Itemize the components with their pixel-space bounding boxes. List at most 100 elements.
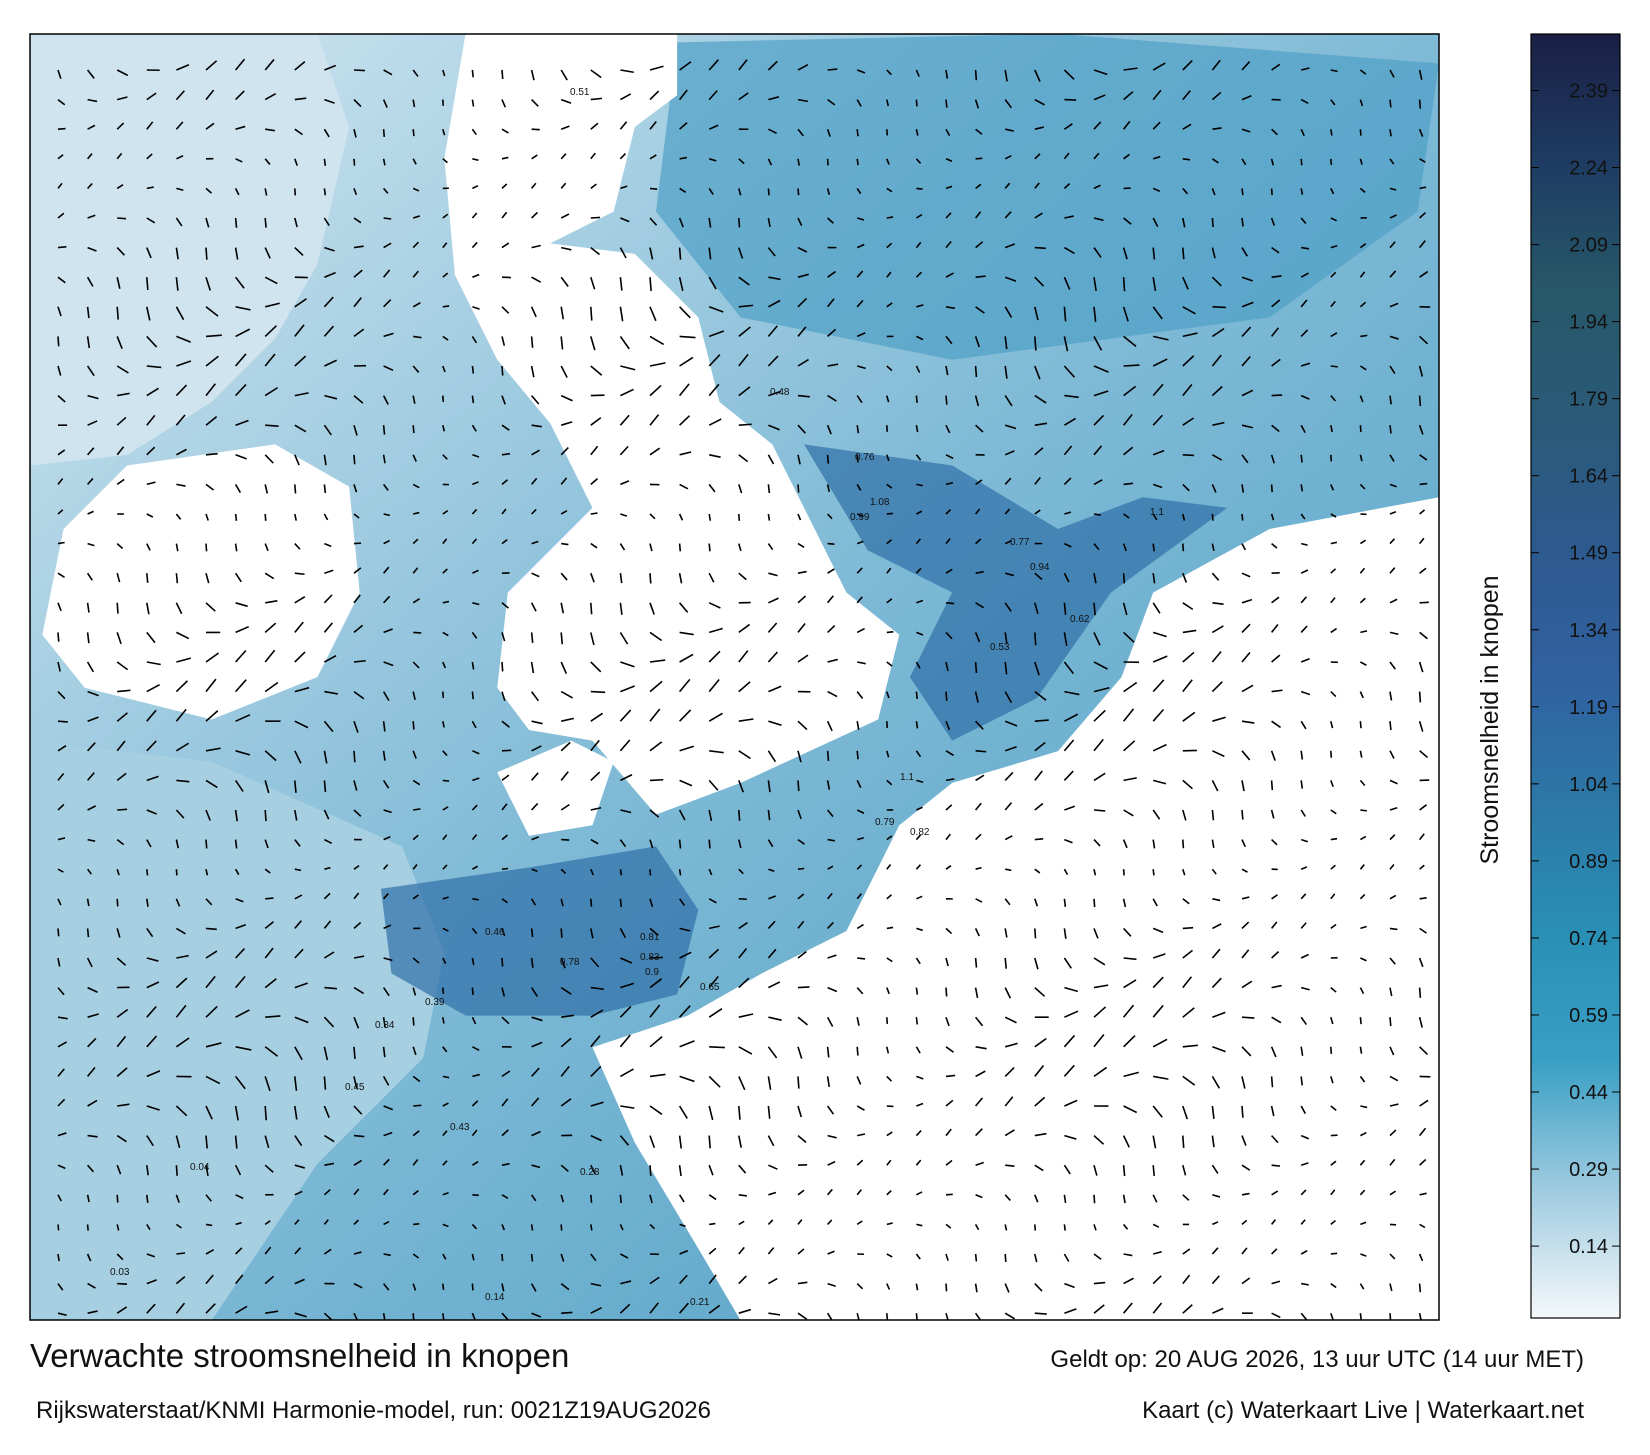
current-arrow <box>413 425 414 433</box>
colorbar-scale <box>1531 34 1620 1318</box>
current-arrow <box>413 1017 414 1025</box>
current-arrow <box>739 810 740 821</box>
current-arrow <box>1183 544 1184 552</box>
current-arrow <box>206 248 207 260</box>
current-arrow <box>976 662 977 673</box>
current-label: 0.79 <box>875 817 895 828</box>
current-arrow <box>532 632 533 642</box>
current-arrow <box>1420 602 1429 603</box>
current-arrow <box>532 1254 533 1262</box>
current-arrow <box>1124 365 1140 366</box>
current-arrow <box>1094 1195 1095 1203</box>
current-arrow <box>709 840 710 849</box>
colorbar-tick-label: 0.74 <box>1569 928 1608 950</box>
current-arrow <box>147 1195 148 1203</box>
current-arrow <box>680 336 696 337</box>
current-arrow <box>472 899 478 900</box>
current-label: 0.14 <box>485 1292 505 1303</box>
current-arrow <box>472 1195 478 1196</box>
current-arrow <box>1301 484 1302 491</box>
current-arrow <box>472 396 473 403</box>
current-arrow <box>1242 1017 1254 1018</box>
current-arrow <box>946 396 947 405</box>
current-arrow <box>354 159 355 166</box>
current-arrow <box>206 928 217 929</box>
current-arrow <box>1153 869 1154 875</box>
current-arrow <box>413 129 414 136</box>
current-arrow <box>946 988 947 997</box>
current-arrow <box>620 1195 621 1203</box>
current-arrow <box>58 543 65 544</box>
current-arrow <box>1035 1313 1047 1314</box>
current-arrow <box>976 70 977 80</box>
colorbar-label: Stroomsnelheid in knopen <box>1476 575 1504 864</box>
current-arrow <box>147 277 148 290</box>
current-label: 0.78 <box>560 957 580 968</box>
current-arrow <box>857 1047 858 1056</box>
current-arrow <box>1094 603 1095 615</box>
current-arrow <box>828 1047 829 1058</box>
current-arrow <box>650 1165 651 1176</box>
current-label: 0.77 <box>1010 537 1030 548</box>
current-arrow <box>561 1312 572 1313</box>
current-arrow <box>1301 159 1302 165</box>
current-label: 0.45 <box>345 1082 365 1093</box>
current-label: 0.81 <box>640 932 660 943</box>
current-label: 0.46 <box>485 927 505 938</box>
current-arrow <box>680 869 681 875</box>
current-arrow <box>591 513 598 514</box>
current-arrow <box>857 958 865 959</box>
current-arrow <box>1094 1283 1105 1284</box>
current-arrow <box>1390 721 1391 730</box>
current-arrow <box>443 692 444 698</box>
current-arrow <box>354 455 355 465</box>
current-arrow <box>1360 425 1361 432</box>
current-arrow <box>443 1017 444 1023</box>
current-label: 0.53 <box>990 642 1010 653</box>
current-arrow <box>1360 1047 1361 1054</box>
current-arrow <box>1035 336 1036 350</box>
current-arrow <box>265 898 273 899</box>
current-arrow <box>176 1165 177 1176</box>
current-label: 1.08 <box>870 497 890 508</box>
current-arrow <box>739 218 740 227</box>
current-arrow <box>1331 751 1332 758</box>
current-arrow <box>443 1313 444 1319</box>
current-arrow <box>324 988 337 989</box>
current-arrow <box>117 307 118 320</box>
current-label: 0.94 <box>1030 562 1050 573</box>
current-arrow <box>1360 335 1367 336</box>
current-arrow <box>324 1076 325 1089</box>
current-arrow <box>1420 484 1428 485</box>
current-arrow <box>1420 1284 1421 1293</box>
current-arrow <box>1035 928 1036 938</box>
current-arrow <box>176 1253 185 1254</box>
current-arrow <box>354 1136 364 1137</box>
current-arrow <box>1390 425 1391 433</box>
current-arrow <box>768 514 769 521</box>
current-arrow <box>916 188 922 189</box>
current-arrow <box>265 218 266 228</box>
current-arrow <box>650 780 663 781</box>
current-arrow <box>1183 248 1184 260</box>
current-arrow <box>561 632 562 644</box>
colorbar-tick-label: 1.04 <box>1569 774 1608 796</box>
current-arrow <box>58 1254 59 1261</box>
current-arrow <box>472 1284 473 1291</box>
current-arrow <box>798 484 799 492</box>
current-label: 1.1 <box>900 772 914 783</box>
current-arrow <box>709 1224 715 1225</box>
current-arrow <box>1272 1076 1273 1087</box>
current-arrow <box>946 603 954 604</box>
colorbar-tick-label: 1.34 <box>1569 620 1608 642</box>
current-arrow <box>650 188 657 189</box>
current-arrow <box>502 958 503 967</box>
current-arrow <box>1331 455 1332 462</box>
current-arrow <box>709 514 710 521</box>
current-arrow <box>472 692 473 700</box>
current-arrow <box>1035 632 1036 645</box>
current-arrow <box>1035 248 1046 249</box>
current-arrow <box>354 1047 355 1059</box>
current-arrow <box>532 928 533 937</box>
current-arrow <box>1094 899 1095 907</box>
